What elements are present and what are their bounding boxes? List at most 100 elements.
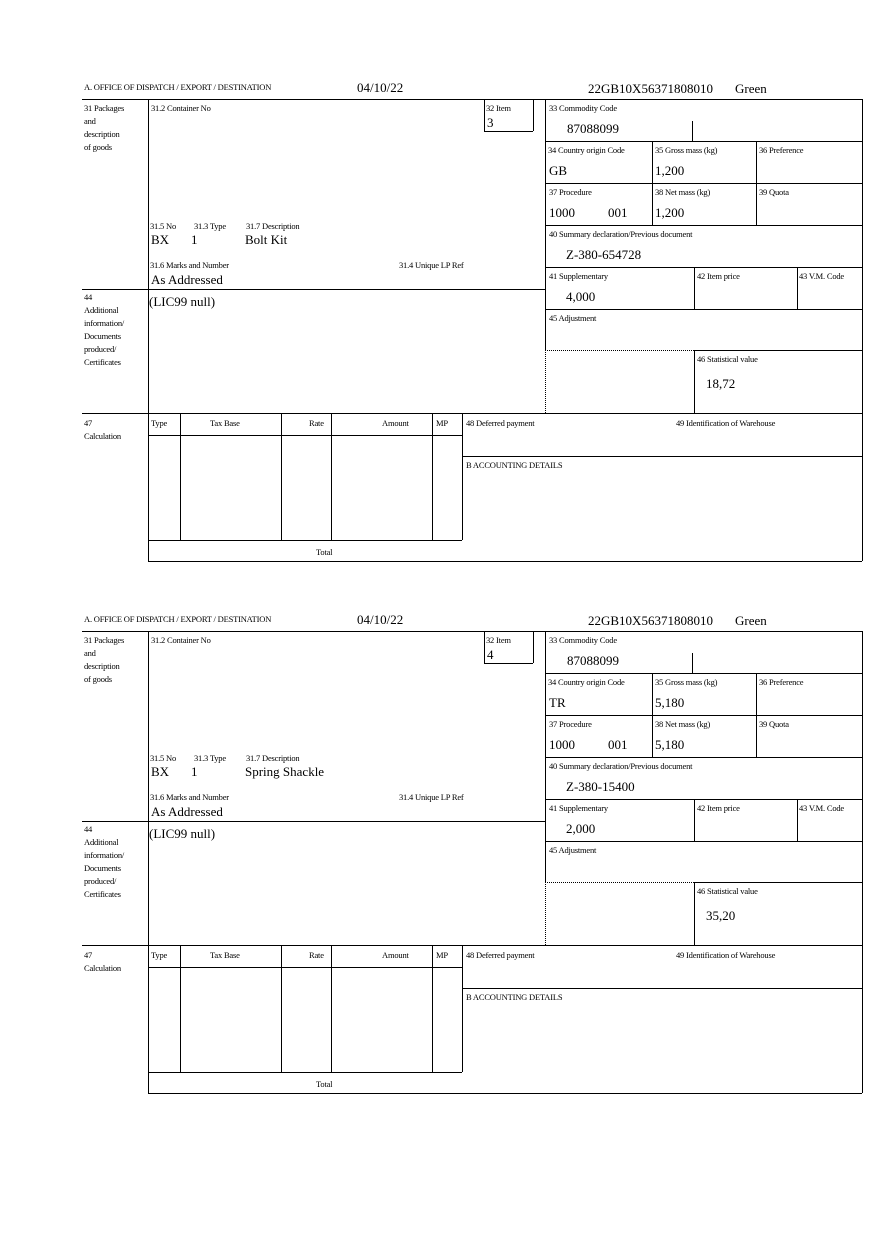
item-label: 32 Item bbox=[486, 635, 511, 645]
calculation-label: 47 bbox=[84, 418, 93, 428]
additional-info-label: Certificates bbox=[84, 357, 121, 367]
marks-label: 31.6 Marks and Number bbox=[150, 260, 229, 270]
rule bbox=[148, 435, 462, 436]
item-price-label: 42 Item price bbox=[697, 271, 740, 281]
rule bbox=[862, 99, 863, 561]
additional-info-label: Documents bbox=[84, 331, 121, 341]
rule bbox=[82, 99, 862, 100]
country-origin: TR bbox=[549, 695, 566, 710]
rule bbox=[82, 631, 862, 632]
rule bbox=[652, 673, 653, 757]
quota-label: 39 Quota bbox=[759, 719, 789, 729]
rule bbox=[652, 141, 653, 225]
calculation-label: Calculation bbox=[84, 431, 121, 441]
quota-label: 39 Quota bbox=[759, 187, 789, 197]
rule bbox=[484, 131, 533, 132]
rule bbox=[545, 882, 694, 883]
calc-col-amount: Amount bbox=[382, 950, 409, 960]
packages-label: description bbox=[84, 661, 120, 671]
rule bbox=[694, 799, 695, 841]
gross-mass: 1,200 bbox=[655, 163, 685, 178]
accounting-details-label: B ACCOUNTING DETAILS bbox=[466, 992, 563, 1002]
packages-label: and bbox=[84, 116, 96, 126]
rule bbox=[462, 988, 862, 989]
supplementary-label: 41 Supplementary bbox=[549, 271, 608, 281]
calc-col-mp: MP bbox=[436, 950, 448, 960]
packages-label: of goods bbox=[84, 674, 112, 684]
rule bbox=[484, 99, 485, 131]
country-origin-label: 34 Country origin Code bbox=[548, 145, 625, 155]
gross-mass: 5,180 bbox=[655, 695, 685, 710]
rule bbox=[432, 945, 433, 1072]
statistical-value: 35,20 bbox=[706, 908, 736, 923]
additional-info-label: Additional bbox=[84, 305, 119, 315]
marks-value: As Addressed bbox=[151, 804, 223, 819]
rule bbox=[545, 799, 862, 800]
rule bbox=[694, 350, 862, 351]
preference-label: 36 Preference bbox=[759, 145, 804, 155]
country-origin: GB bbox=[549, 163, 568, 178]
pkg-type-label: 31.3 Type bbox=[194, 221, 226, 231]
rule bbox=[533, 99, 534, 131]
rule bbox=[545, 882, 546, 945]
supplementary-units: 4,000 bbox=[566, 289, 596, 304]
rule bbox=[148, 99, 149, 561]
rule bbox=[484, 663, 533, 664]
rule bbox=[432, 413, 433, 540]
unique-ref-label: 31.4 Unique LP Ref bbox=[399, 260, 464, 270]
calc-col-rate: Rate bbox=[309, 950, 324, 960]
additional-info-label: Certificates bbox=[84, 889, 121, 899]
item-number: 4 bbox=[487, 647, 494, 662]
item-label: 32 Item bbox=[486, 103, 511, 113]
description-label: 31.7 Description bbox=[246, 221, 300, 231]
additional-info-label: Documents bbox=[84, 863, 121, 873]
packages-label: of goods bbox=[84, 142, 112, 152]
additional-info-label: 44 bbox=[84, 292, 93, 302]
rule bbox=[148, 540, 462, 541]
additional-info-label: information/ bbox=[84, 318, 125, 328]
deferred-payment-label: 48 Deferred payment bbox=[466, 950, 535, 960]
rule bbox=[545, 841, 862, 842]
rule bbox=[692, 653, 693, 673]
pkg-type: 1 bbox=[191, 764, 198, 779]
procedure: 1000 bbox=[549, 205, 575, 220]
rule bbox=[694, 882, 695, 945]
rule bbox=[331, 413, 332, 540]
rule bbox=[545, 631, 546, 882]
commodity-code-label: 33 Commodity Code bbox=[549, 103, 617, 113]
net-mass-label: 38 Net mass (kg) bbox=[655, 187, 711, 197]
packages-label: 31 Packages bbox=[84, 103, 125, 113]
procedure-label: 37 Procedure bbox=[549, 187, 592, 197]
container-no-label: 31.2 Container No bbox=[151, 103, 211, 113]
additional-info-value: (LIC99 null) bbox=[149, 826, 216, 841]
procedure-suffix: 001 bbox=[608, 205, 628, 220]
rule bbox=[180, 413, 181, 540]
unique-ref-label: 31.4 Unique LP Ref bbox=[399, 792, 464, 802]
net-mass: 5,180 bbox=[655, 737, 685, 752]
rule bbox=[82, 413, 862, 414]
item-price-label: 42 Item price bbox=[697, 803, 740, 813]
additional-info-label: 44 bbox=[84, 824, 93, 834]
declaration-reference: 22GB10X56371808010 bbox=[588, 81, 713, 96]
container-no-label: 31.2 Container No bbox=[151, 635, 211, 645]
rule bbox=[545, 99, 546, 350]
vm-code-label: 43 V.M. Code bbox=[799, 803, 844, 813]
additional-info-label: information/ bbox=[84, 850, 125, 860]
calculation-label: 47 bbox=[84, 950, 93, 960]
warehouse-label: 49 Identification of Warehouse bbox=[676, 950, 776, 960]
calc-col-tax-base: Tax Base bbox=[210, 950, 240, 960]
rule bbox=[862, 631, 863, 1093]
route-status: Green bbox=[735, 613, 767, 628]
calc-col-mp: MP bbox=[436, 418, 448, 428]
packages-label: 31 Packages bbox=[84, 635, 125, 645]
statistical-value-label: 46 Statistical value bbox=[697, 886, 758, 896]
commodity-code-label: 33 Commodity Code bbox=[549, 635, 617, 645]
summary-declaration: Z-380-15400 bbox=[566, 779, 635, 794]
description-label: 31.7 Description bbox=[246, 753, 300, 763]
rule bbox=[331, 945, 332, 1072]
rule bbox=[545, 673, 862, 674]
rule bbox=[82, 289, 545, 290]
total-label: Total bbox=[316, 1079, 333, 1089]
packages-label: description bbox=[84, 129, 120, 139]
